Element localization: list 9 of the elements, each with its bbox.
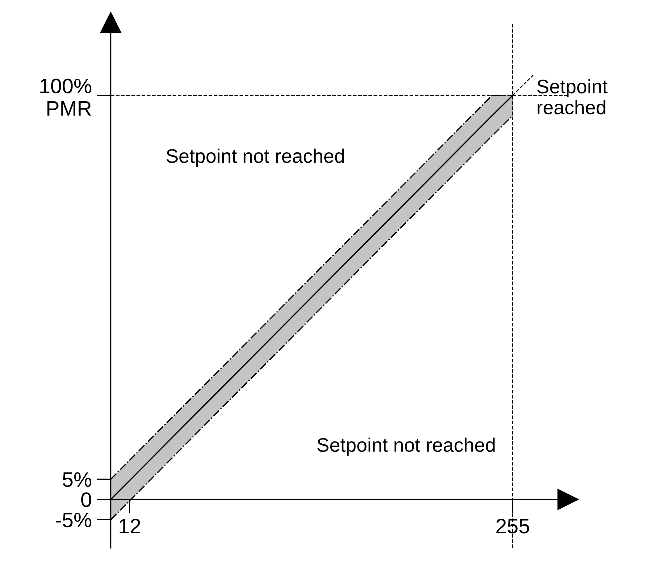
annotation: Setpoint reached [537,79,608,115]
y-tick-label: 100% PMR [40,78,92,116]
annotation: Setpoint not reached [166,148,344,168]
y-tick-label: -5% [56,512,92,528]
x-tick-label: 12 [120,518,140,534]
y-tick-label: 5% [62,472,92,488]
x-tick-label: 255 [496,518,530,534]
y-tick-label: 0 [81,492,92,508]
annotation: Setpoint not reached [318,438,495,456]
